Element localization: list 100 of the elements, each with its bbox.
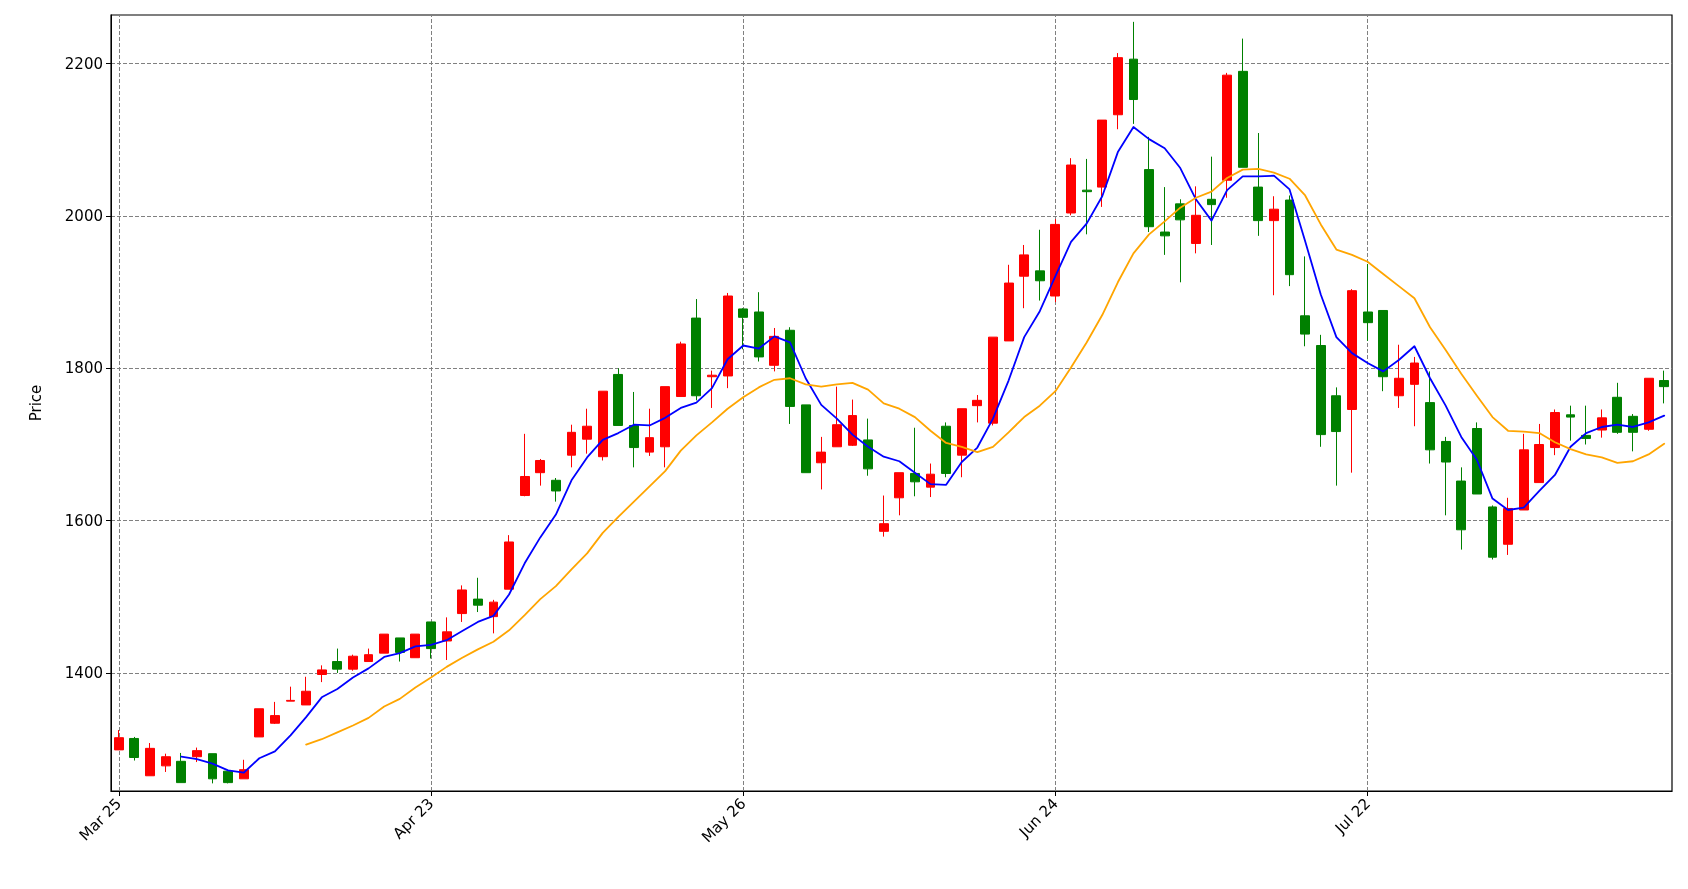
candlestick bbox=[894, 472, 904, 516]
candlestick bbox=[317, 664, 327, 683]
candlestick bbox=[129, 736, 139, 762]
candlestick bbox=[723, 292, 733, 389]
candlestick bbox=[660, 386, 670, 468]
candlestick bbox=[957, 408, 967, 478]
candlestick bbox=[1050, 218, 1060, 303]
candlestick bbox=[520, 433, 530, 497]
candlestick bbox=[816, 436, 826, 490]
candlestick bbox=[598, 390, 608, 461]
candlestick bbox=[379, 633, 389, 654]
candlestick bbox=[1066, 157, 1076, 216]
line-series bbox=[180, 126, 1666, 774]
y-tick-label: 1800 bbox=[64, 359, 103, 378]
candlestick bbox=[1659, 370, 1669, 404]
candlestick bbox=[161, 753, 171, 773]
y-axis-title: Price bbox=[26, 384, 45, 422]
candlestick bbox=[457, 584, 467, 623]
candlestick bbox=[364, 648, 373, 663]
candlestick bbox=[1456, 466, 1466, 551]
y-tick-label: 1400 bbox=[64, 663, 103, 682]
x-tick-label: Jun 24 bbox=[1014, 794, 1062, 842]
candlestick bbox=[1612, 382, 1622, 435]
candlestick bbox=[1503, 497, 1513, 556]
candlestick bbox=[145, 742, 155, 777]
candlestick bbox=[1628, 413, 1638, 452]
candlestick bbox=[1378, 309, 1388, 392]
candlestick bbox=[582, 408, 592, 455]
x-tick-label: Jul 22 bbox=[1330, 794, 1374, 838]
candlestick bbox=[629, 391, 639, 468]
candlestick bbox=[1644, 377, 1654, 432]
candlestick bbox=[1269, 195, 1279, 296]
candlestick bbox=[1300, 255, 1310, 347]
y-tick-label: 2000 bbox=[64, 207, 103, 226]
candlestick bbox=[801, 404, 811, 474]
candlestick bbox=[1097, 119, 1107, 208]
candlestick bbox=[645, 408, 654, 457]
candlestick bbox=[1160, 186, 1170, 256]
candlestick bbox=[1472, 421, 1482, 495]
candlestick bbox=[1441, 436, 1451, 516]
candlestick bbox=[863, 418, 873, 477]
candlestick bbox=[223, 770, 233, 784]
candlestick bbox=[1410, 356, 1419, 427]
candlestick bbox=[1581, 405, 1591, 445]
candlestick bbox=[1004, 264, 1014, 342]
candlestick bbox=[348, 654, 358, 672]
candlestick bbox=[1238, 38, 1248, 168]
candlestick bbox=[1316, 334, 1326, 448]
candlestick bbox=[270, 701, 280, 725]
candlestick bbox=[395, 637, 405, 663]
line-series bbox=[305, 167, 1666, 746]
candlestick bbox=[504, 534, 514, 590]
candlestick bbox=[972, 394, 982, 423]
candlestick bbox=[1285, 194, 1294, 287]
candlestick bbox=[1222, 72, 1232, 199]
candlestick bbox=[613, 367, 623, 426]
candlestick bbox=[426, 621, 436, 659]
candlestick bbox=[567, 424, 576, 468]
candlestick bbox=[1488, 504, 1497, 560]
candlestick bbox=[676, 341, 686, 398]
candlestick bbox=[910, 427, 920, 497]
candlestick bbox=[114, 729, 124, 751]
candlestick bbox=[1207, 156, 1216, 246]
candlestick bbox=[738, 307, 748, 350]
candlestick bbox=[1534, 423, 1544, 484]
candlestick bbox=[1331, 386, 1341, 487]
candlestick bbox=[691, 298, 701, 401]
candlestick bbox=[1191, 185, 1201, 254]
candlestick bbox=[473, 577, 483, 613]
candlestick bbox=[332, 648, 342, 674]
candlestick bbox=[1035, 229, 1045, 302]
candlestick bbox=[1566, 405, 1575, 442]
candlestick bbox=[301, 676, 311, 706]
candlestick bbox=[1425, 370, 1435, 465]
candlestick bbox=[988, 336, 998, 426]
candlestick bbox=[1253, 132, 1263, 237]
candlestick bbox=[551, 477, 561, 503]
y-tick-label: 1600 bbox=[64, 511, 103, 530]
candlestick bbox=[879, 495, 889, 538]
candlestick bbox=[1144, 136, 1154, 233]
candlestick bbox=[769, 327, 779, 372]
candlestick bbox=[1082, 158, 1092, 235]
candlestick bbox=[1363, 263, 1373, 342]
candlestick bbox=[707, 370, 717, 409]
candlestick bbox=[286, 686, 295, 702]
candlestick bbox=[176, 752, 186, 784]
candlestick bbox=[1129, 21, 1138, 125]
candlestick bbox=[535, 458, 545, 487]
candlestick bbox=[1394, 344, 1404, 409]
candlestick bbox=[848, 399, 857, 447]
y-tick-label: 2200 bbox=[64, 54, 103, 73]
candlestick bbox=[1347, 288, 1357, 474]
candlestick bbox=[1550, 408, 1560, 456]
candlestick bbox=[832, 386, 842, 448]
candlestick bbox=[254, 708, 264, 738]
x-tick-label: Apr 23 bbox=[389, 794, 438, 843]
candlestick bbox=[1519, 433, 1529, 511]
candlestick bbox=[410, 633, 420, 659]
candlestick bbox=[208, 753, 217, 784]
candlestick bbox=[785, 326, 795, 425]
